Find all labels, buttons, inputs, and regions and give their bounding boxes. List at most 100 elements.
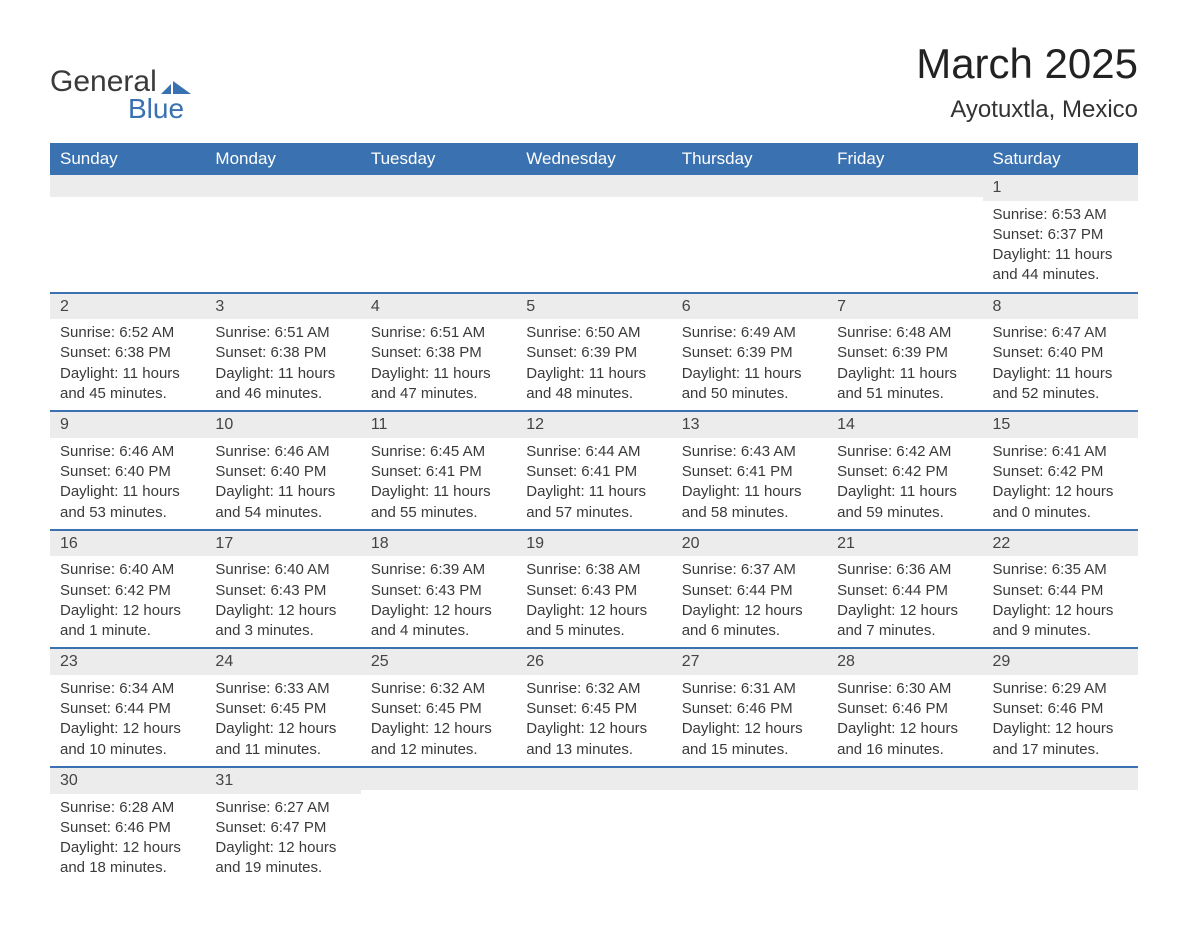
sunset-line: Sunset: 6:40 PM [60, 462, 195, 482]
day-content: Sunrise: 6:29 AMSunset: 6:46 PMDaylight:… [983, 675, 1138, 766]
daylight-line: Daylight: 11 hours and 45 minutes. [60, 364, 195, 405]
day-content: Sunrise: 6:41 AMSunset: 6:42 PMDaylight:… [983, 438, 1138, 529]
sunset-line: Sunset: 6:38 PM [371, 343, 506, 363]
day-content: Sunrise: 6:38 AMSunset: 6:43 PMDaylight:… [516, 556, 671, 647]
sunrise-line: Sunrise: 6:53 AM [993, 205, 1128, 225]
sunrise-line: Sunrise: 6:29 AM [993, 679, 1128, 699]
day-content: Sunrise: 6:37 AMSunset: 6:44 PMDaylight:… [672, 556, 827, 647]
sunrise-line: Sunrise: 6:40 AM [215, 560, 350, 580]
sunrise-line: Sunrise: 6:35 AM [993, 560, 1128, 580]
calendar-cell: 27Sunrise: 6:31 AMSunset: 6:46 PMDayligh… [672, 648, 827, 767]
calendar-cell [361, 175, 516, 293]
sunset-line: Sunset: 6:46 PM [993, 699, 1128, 719]
sunrise-line: Sunrise: 6:52 AM [60, 323, 195, 343]
sunset-line: Sunset: 6:46 PM [837, 699, 972, 719]
sunset-line: Sunset: 6:44 PM [837, 581, 972, 601]
day-content: Sunrise: 6:28 AMSunset: 6:46 PMDaylight:… [50, 794, 205, 885]
sunset-line: Sunset: 6:39 PM [837, 343, 972, 363]
calendar-cell: 26Sunrise: 6:32 AMSunset: 6:45 PMDayligh… [516, 648, 671, 767]
sunrise-line: Sunrise: 6:38 AM [526, 560, 661, 580]
day-number: 10 [205, 412, 360, 438]
daylight-line: Daylight: 11 hours and 57 minutes. [526, 482, 661, 523]
day-content: Sunrise: 6:49 AMSunset: 6:39 PMDaylight:… [672, 319, 827, 410]
day-number: 3 [205, 294, 360, 320]
day-content: Sunrise: 6:33 AMSunset: 6:45 PMDaylight:… [205, 675, 360, 766]
day-number: 11 [361, 412, 516, 438]
sunset-line: Sunset: 6:46 PM [60, 818, 195, 838]
day-content: Sunrise: 6:48 AMSunset: 6:39 PMDaylight:… [827, 319, 982, 410]
calendar-cell: 16Sunrise: 6:40 AMSunset: 6:42 PMDayligh… [50, 530, 205, 649]
sunrise-line: Sunrise: 6:46 AM [60, 442, 195, 462]
calendar-cell: 12Sunrise: 6:44 AMSunset: 6:41 PMDayligh… [516, 411, 671, 530]
day-number: 28 [827, 649, 982, 675]
day-number: 8 [983, 294, 1138, 320]
daylight-line: Daylight: 11 hours and 48 minutes. [526, 364, 661, 405]
daylight-line: Daylight: 11 hours and 51 minutes. [837, 364, 972, 405]
empty-day-header [827, 175, 982, 197]
calendar-cell: 2Sunrise: 6:52 AMSunset: 6:38 PMDaylight… [50, 293, 205, 412]
calendar-cell [983, 767, 1138, 885]
daylight-line: Daylight: 12 hours and 3 minutes. [215, 601, 350, 642]
calendar-cell: 14Sunrise: 6:42 AMSunset: 6:42 PMDayligh… [827, 411, 982, 530]
calendar-cell: 17Sunrise: 6:40 AMSunset: 6:43 PMDayligh… [205, 530, 360, 649]
day-number: 7 [827, 294, 982, 320]
sunset-line: Sunset: 6:45 PM [215, 699, 350, 719]
empty-day-header [516, 175, 671, 197]
sunset-line: Sunset: 6:45 PM [526, 699, 661, 719]
calendar-cell: 25Sunrise: 6:32 AMSunset: 6:45 PMDayligh… [361, 648, 516, 767]
day-number: 30 [50, 768, 205, 794]
sunset-line: Sunset: 6:43 PM [371, 581, 506, 601]
calendar-cell: 24Sunrise: 6:33 AMSunset: 6:45 PMDayligh… [205, 648, 360, 767]
daylight-line: Daylight: 11 hours and 52 minutes. [993, 364, 1128, 405]
calendar-cell: 13Sunrise: 6:43 AMSunset: 6:41 PMDayligh… [672, 411, 827, 530]
daylight-line: Daylight: 12 hours and 10 minutes. [60, 719, 195, 760]
day-number: 20 [672, 531, 827, 557]
sunset-line: Sunset: 6:40 PM [215, 462, 350, 482]
calendar-cell [50, 175, 205, 293]
sunset-line: Sunset: 6:43 PM [215, 581, 350, 601]
daylight-line: Daylight: 12 hours and 1 minute. [60, 601, 195, 642]
weekday-header: Saturday [983, 143, 1138, 175]
sunrise-line: Sunrise: 6:32 AM [526, 679, 661, 699]
day-number: 22 [983, 531, 1138, 557]
empty-day-header [516, 768, 671, 790]
header: General Blue March 2025 Ayotuxtla, Mexic… [50, 40, 1138, 125]
sunset-line: Sunset: 6:41 PM [371, 462, 506, 482]
empty-day-header [361, 768, 516, 790]
calendar-cell: 3Sunrise: 6:51 AMSunset: 6:38 PMDaylight… [205, 293, 360, 412]
daylight-line: Daylight: 12 hours and 11 minutes. [215, 719, 350, 760]
weekday-header: Tuesday [361, 143, 516, 175]
calendar-cell: 18Sunrise: 6:39 AMSunset: 6:43 PMDayligh… [361, 530, 516, 649]
sunrise-line: Sunrise: 6:44 AM [526, 442, 661, 462]
day-content: Sunrise: 6:39 AMSunset: 6:43 PMDaylight:… [361, 556, 516, 647]
weekday-header: Friday [827, 143, 982, 175]
sunrise-line: Sunrise: 6:49 AM [682, 323, 817, 343]
calendar-cell [361, 767, 516, 885]
sunrise-line: Sunrise: 6:51 AM [371, 323, 506, 343]
sunset-line: Sunset: 6:44 PM [682, 581, 817, 601]
day-content: Sunrise: 6:34 AMSunset: 6:44 PMDaylight:… [50, 675, 205, 766]
day-number: 12 [516, 412, 671, 438]
sunrise-line: Sunrise: 6:41 AM [993, 442, 1128, 462]
sunset-line: Sunset: 6:38 PM [215, 343, 350, 363]
daylight-line: Daylight: 11 hours and 55 minutes. [371, 482, 506, 523]
day-content: Sunrise: 6:45 AMSunset: 6:41 PMDaylight:… [361, 438, 516, 529]
sunrise-line: Sunrise: 6:42 AM [837, 442, 972, 462]
sunrise-line: Sunrise: 6:51 AM [215, 323, 350, 343]
day-content: Sunrise: 6:53 AMSunset: 6:37 PMDaylight:… [983, 201, 1138, 292]
day-number: 29 [983, 649, 1138, 675]
day-content: Sunrise: 6:31 AMSunset: 6:46 PMDaylight:… [672, 675, 827, 766]
daylight-line: Daylight: 12 hours and 6 minutes. [682, 601, 817, 642]
calendar-cell: 1Sunrise: 6:53 AMSunset: 6:37 PMDaylight… [983, 175, 1138, 293]
sunrise-line: Sunrise: 6:31 AM [682, 679, 817, 699]
sunset-line: Sunset: 6:44 PM [993, 581, 1128, 601]
weekday-header: Sunday [50, 143, 205, 175]
calendar-cell [672, 767, 827, 885]
daylight-line: Daylight: 12 hours and 12 minutes. [371, 719, 506, 760]
day-content: Sunrise: 6:40 AMSunset: 6:42 PMDaylight:… [50, 556, 205, 647]
day-number: 26 [516, 649, 671, 675]
calendar-cell: 29Sunrise: 6:29 AMSunset: 6:46 PMDayligh… [983, 648, 1138, 767]
calendar-cell [516, 767, 671, 885]
day-number: 14 [827, 412, 982, 438]
calendar-week-row: 1Sunrise: 6:53 AMSunset: 6:37 PMDaylight… [50, 175, 1138, 293]
